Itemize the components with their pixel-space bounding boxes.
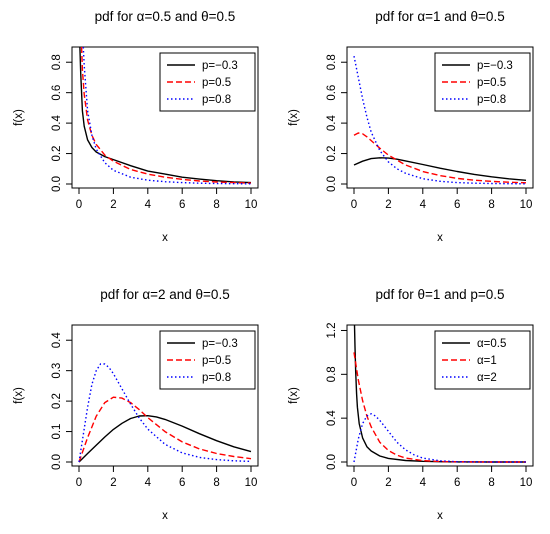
y-tick-label: 0.4 <box>326 410 338 427</box>
x-tick-label: 2 <box>385 199 391 211</box>
series-line-2 <box>353 132 527 184</box>
x-tick-label: 6 <box>454 199 460 211</box>
x-tick-label: 10 <box>520 477 533 489</box>
y-tick-label: 0.8 <box>326 54 338 70</box>
series-group <box>353 325 526 463</box>
x-axis-label: x <box>437 232 443 244</box>
legend-entry-label: p=0.8 <box>202 94 231 106</box>
chart-panel-4: pdf for θ=1 and p=0.5 x f(x) 0 2 4 6 8 10 0.0 0.4 0… <box>288 287 534 522</box>
x-tick-label: 10 <box>245 477 258 489</box>
y-axis-label: f(x) <box>13 387 25 404</box>
y-tick-label: 0.4 <box>326 115 338 132</box>
x-tick-label: 6 <box>179 477 185 489</box>
y-axis-label: f(x) <box>288 387 300 404</box>
legend-entry-label: p=0.5 <box>477 77 506 89</box>
y-tick-label: 0.0 <box>51 176 63 192</box>
legend-box <box>159 330 256 390</box>
y-tick-label: 0.0 <box>51 454 63 470</box>
chart-title: pdf for α=1 and θ=0.5 <box>375 9 504 24</box>
legend-entry-label: p=0.5 <box>202 355 231 367</box>
legend: α=0.5 α=1 α=2 <box>434 330 531 390</box>
y-tick-label: 0.2 <box>51 146 63 162</box>
y-tick-label: 0.6 <box>51 85 63 101</box>
y-tick-label: 0.1 <box>51 424 63 440</box>
legend-entry-label: α=2 <box>477 372 497 384</box>
y-tick-label: 0.4 <box>51 332 63 349</box>
y-tick-label: 0.2 <box>326 146 338 162</box>
y-tick-label: 1.2 <box>326 322 338 338</box>
legend-box <box>159 52 256 112</box>
x-axis-label: x <box>162 232 168 244</box>
x-tick-label: 8 <box>213 477 219 489</box>
series-line-1 <box>353 157 527 181</box>
x-tick-label: 10 <box>520 199 533 211</box>
legend-entry-label: p=0.8 <box>202 372 231 384</box>
y-tick-label: 0.4 <box>51 115 63 132</box>
legend-box <box>434 52 531 112</box>
x-tick-label: 0 <box>76 199 82 211</box>
legend-entry-label: p=−0.3 <box>202 60 238 72</box>
chart-title: pdf for θ=1 and p=0.5 <box>375 287 504 302</box>
x-tick-label: 2 <box>110 477 116 489</box>
y-tick-label: 0.3 <box>51 363 63 379</box>
x-tick-label: 8 <box>488 477 494 489</box>
x-tick-label: 4 <box>145 477 152 489</box>
legend-entry-label: p=0.8 <box>477 94 506 106</box>
x-tick-label: 2 <box>385 477 391 489</box>
series-line-3 <box>353 55 527 185</box>
legend: p=−0.3 p=0.5 p=0.8 <box>159 330 256 390</box>
chart-panel-1: pdf for α=0.5 and θ=0.5 x f(x) 0 2 4 6 8 10 0.0 0.… <box>13 9 259 244</box>
x-tick-label: 0 <box>351 477 357 489</box>
x-tick-label: 0 <box>76 477 82 489</box>
chart-title: pdf for α=2 and θ=0.5 <box>100 287 229 302</box>
x-axis-label: x <box>437 510 443 522</box>
chart-panel-2: pdf for α=1 and θ=0.5 x f(x) 0 2 4 6 8 10 0.0 0.2 0… <box>288 9 534 244</box>
legend: p=−0.3 p=0.5 p=0.8 <box>159 52 256 112</box>
x-tick-label: 6 <box>179 199 185 211</box>
y-tick-label: 0.8 <box>51 54 63 70</box>
legend-box <box>434 330 531 390</box>
x-tick-label: 4 <box>420 199 427 211</box>
series-group <box>78 363 252 463</box>
series-line-1 <box>79 47 252 184</box>
series-group <box>79 47 252 185</box>
legend-entry-label: α=0.5 <box>477 338 506 350</box>
legend-entry-label: α=1 <box>477 355 497 367</box>
y-axis-label: f(x) <box>288 109 300 126</box>
series-line-2 <box>80 47 252 184</box>
y-tick-label: 0.8 <box>326 366 338 382</box>
series-line-2 <box>353 352 526 463</box>
x-tick-label: 2 <box>110 199 116 211</box>
x-tick-label: 0 <box>351 199 357 211</box>
y-tick-label: 0.2 <box>51 393 63 409</box>
x-tick-label: 4 <box>145 199 152 211</box>
x-tick-label: 4 <box>420 477 427 489</box>
series-line-1 <box>78 415 252 463</box>
series-line-3 <box>353 413 526 463</box>
chart-panel-3: pdf for α=2 and θ=0.5 x f(x) 0 2 4 6 8 10 0.0 0.1 0… <box>13 287 259 522</box>
y-tick-label: 0.6 <box>326 85 338 101</box>
x-tick-label: 8 <box>488 199 494 211</box>
y-axis-label: f(x) <box>13 109 25 126</box>
x-tick-label: 6 <box>454 477 460 489</box>
x-tick-label: 10 <box>245 199 258 211</box>
legend: p=−0.3 p=0.5 p=0.8 <box>434 52 531 112</box>
legend-entry-label: p=−0.3 <box>202 338 238 350</box>
y-tick-label: 0.0 <box>326 176 338 192</box>
series-line-2 <box>78 396 252 463</box>
chart-title: pdf for α=0.5 and θ=0.5 <box>95 9 236 24</box>
legend-entry-label: p=−0.3 <box>477 60 513 72</box>
x-tick-label: 8 <box>213 199 219 211</box>
series-line-3 <box>82 47 252 185</box>
series-group <box>353 55 527 185</box>
y-tick-label: 0.0 <box>326 454 338 470</box>
x-axis-label: x <box>162 510 168 522</box>
legend-entry-label: p=0.5 <box>202 77 231 89</box>
